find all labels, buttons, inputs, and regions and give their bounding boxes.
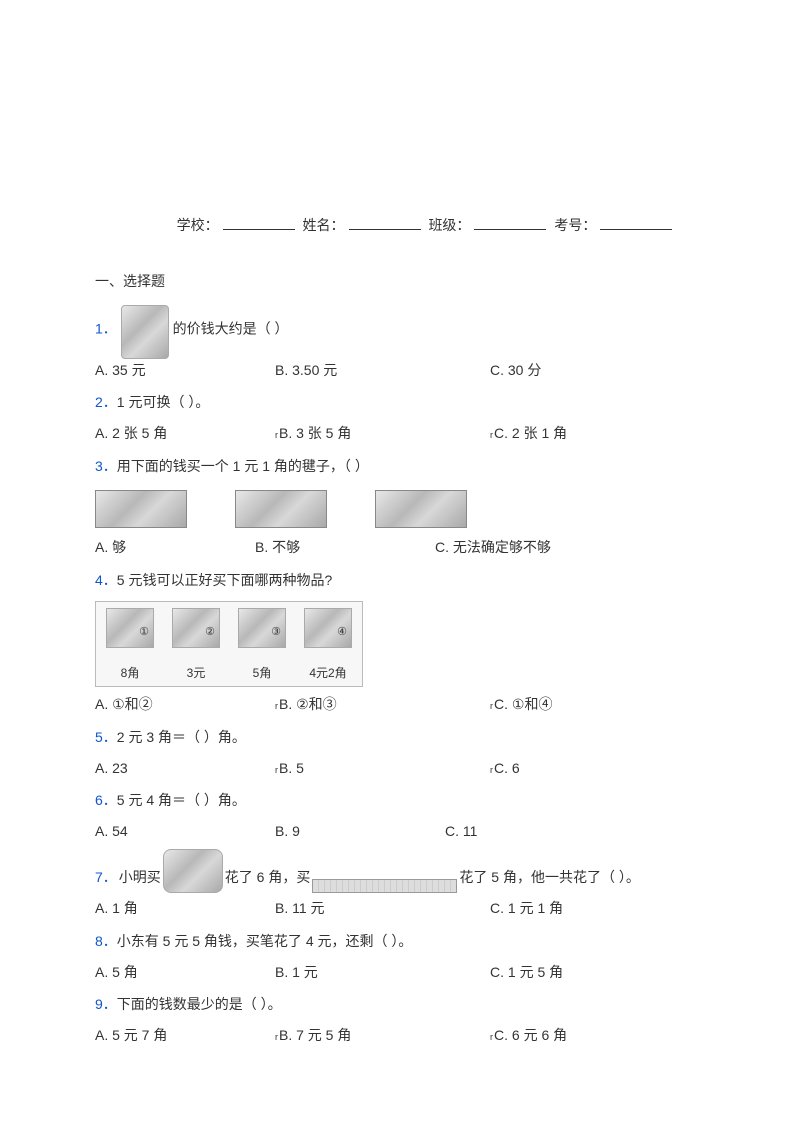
q2-options: A. 2 张 5 角 rB. 3 张 5 角 rC. 2 张 1 角 (95, 418, 698, 449)
school-label: 学校： (177, 217, 219, 233)
q4-item-4: ④ 4元2角 (304, 608, 352, 680)
q1-num: 1． (95, 320, 117, 336)
q3-num: 3． (95, 458, 117, 474)
q1-opt-c[interactable]: C. 30 分 (490, 355, 670, 386)
q3-opt-b[interactable]: B. 不够 (255, 532, 435, 563)
header-line: 学校： 姓名： 班级： 考号： (95, 210, 698, 241)
question-6: 6．5 元 4 角＝（ ）角。 A. 54 B. 9 C. 11 (95, 785, 698, 847)
q2-num: 2． (95, 394, 117, 410)
q6-text: 5 元 4 角＝（ ）角。 (117, 792, 246, 808)
q3-options: A. 够 B. 不够 C. 无法确定够不够 (95, 532, 698, 563)
question-7: 7． 小明买 花了 6 角，买 花了 5 角，他一共花了（ ）。 A. 1 角 … (95, 849, 698, 924)
q8-opt-a[interactable]: A. 5 角 (95, 957, 275, 988)
q4-item-1: ① 8角 (106, 608, 154, 680)
bill-icon (375, 490, 467, 528)
q4-item4-price: 4元2角 (304, 666, 352, 680)
question-8: 8．小东有 5 元 5 角钱，买笔花了 4 元，还剩（ ）。 A. 5 角 B.… (95, 926, 698, 988)
question-2: 2．1 元可换（ ）。 A. 2 张 5 角 rB. 3 张 5 角 rC. 2… (95, 387, 698, 449)
q6-options: A. 54 B. 9 C. 11 (95, 816, 698, 847)
name-blank[interactable] (349, 213, 421, 230)
q7-t1: 小明买 (119, 862, 161, 893)
q7-opt-a[interactable]: A. 1 角 (95, 893, 275, 924)
ruler-icon (312, 879, 457, 893)
q7-opt-b[interactable]: B. 11 元 (275, 893, 490, 924)
q8-options: A. 5 角 B. 1 元 C. 1 元 5 角 (95, 957, 698, 988)
question-5: 5．2 元 3 角＝（ ）角。 A. 23 rB. 5 rC. 6 (95, 722, 698, 784)
examno-blank[interactable] (600, 213, 672, 230)
q1-options: A. 35 元 B. 3.50 元 C. 30 分 (95, 355, 698, 386)
q4-item-3: ③ 5角 (238, 608, 286, 680)
q5-num: 5． (95, 729, 117, 745)
bill-icon (235, 490, 327, 528)
q5-opt-c[interactable]: rC. 6 (490, 753, 670, 784)
section-title: 一、选择题 (95, 266, 698, 297)
question-4: 4．5 元钱可以正好买下面哪两种物品? ① 8角 ② 3元 ③ 5角 ④ 4元2… (95, 565, 698, 720)
q4-opt-c[interactable]: rC. ①和④ (490, 689, 670, 720)
bill-icon (95, 490, 187, 528)
q3-text: 用下面的钱买一个 1 元 1 角的毽子，（ ） (117, 458, 369, 474)
school-blank[interactable] (223, 213, 295, 230)
q5-text: 2 元 3 角＝（ ）角。 (117, 729, 246, 745)
q4-item-2: ② 3元 (172, 608, 220, 680)
question-1: 1． 的价钱大约是（ ） A. 35 元 B. 3.50 元 C. 30 分 (95, 305, 698, 386)
q3-opt-a[interactable]: A. 够 (95, 532, 255, 563)
q9-opt-a[interactable]: A. 5 元 7 角 (95, 1020, 275, 1051)
q2-opt-c[interactable]: rC. 2 张 1 角 (490, 418, 670, 449)
q1-text: 的价钱大约是（ ） (173, 320, 289, 336)
q9-opt-c[interactable]: rC. 6 元 6 角 (490, 1020, 670, 1051)
q6-num: 6． (95, 792, 117, 808)
q8-num: 8． (95, 933, 117, 949)
q7-t2: 花了 6 角，买 (225, 862, 311, 893)
q4-opt-a[interactable]: A. ①和② (95, 689, 275, 720)
q8-opt-c[interactable]: C. 1 元 5 角 (490, 957, 670, 988)
q4-num: 4． (95, 572, 117, 588)
question-3: 3．用下面的钱买一个 1 元 1 角的毽子，（ ） A. 够 B. 不够 C. … (95, 451, 698, 563)
q1-opt-b[interactable]: B. 3.50 元 (275, 355, 490, 386)
q7-opt-c[interactable]: C. 1 元 1 角 (490, 893, 670, 924)
q9-opt-b[interactable]: rB. 7 元 5 角 (275, 1020, 490, 1051)
q1-opt-a[interactable]: A. 35 元 (95, 355, 275, 386)
q3-bills (95, 490, 698, 528)
q9-text: 下面的钱数最少的是（ ）。 (117, 996, 282, 1012)
backpack-icon (121, 305, 169, 359)
q4-text: 5 元钱可以正好买下面哪两种物品? (117, 572, 332, 588)
q2-opt-b[interactable]: rB. 3 张 5 角 (275, 418, 490, 449)
q6-opt-a[interactable]: A. 54 (95, 816, 275, 847)
q8-opt-b[interactable]: B. 1 元 (275, 957, 490, 988)
name-label: 姓名： (303, 217, 345, 233)
q4-item2-price: 3元 (172, 666, 220, 680)
q9-options: A. 5 元 7 角 rB. 7 元 5 角 rC. 6 元 6 角 (95, 1020, 698, 1051)
q6-opt-b[interactable]: B. 9 (275, 816, 445, 847)
q8-text: 小东有 5 元 5 角钱，买笔花了 4 元，还剩（ ）。 (117, 933, 413, 949)
question-9: 9．下面的钱数最少的是（ ）。 A. 5 元 7 角 rB. 7 元 5 角 r… (95, 989, 698, 1051)
q3-opt-c[interactable]: C. 无法确定够不够 (435, 532, 551, 563)
q5-opt-a[interactable]: A. 23 (95, 753, 275, 784)
q6-opt-c[interactable]: C. 11 (445, 816, 625, 847)
q4-opt-b[interactable]: rB. ②和③ (275, 689, 490, 720)
q5-options: A. 23 rB. 5 rC. 6 (95, 753, 698, 784)
q5-opt-b[interactable]: rB. 5 (275, 753, 490, 784)
q7-num: 7． (95, 862, 117, 893)
q4-options: A. ①和② rB. ②和③ rC. ①和④ (95, 689, 698, 720)
q7-options: A. 1 角 B. 11 元 C. 1 元 1 角 (95, 893, 698, 924)
class-blank[interactable] (474, 213, 546, 230)
examno-label: 考号： (554, 217, 596, 233)
q4-item1-price: 8角 (106, 666, 154, 680)
eraser-icon (163, 849, 223, 893)
q4-item3-price: 5角 (238, 666, 286, 680)
q2-opt-a[interactable]: A. 2 张 5 角 (95, 418, 275, 449)
q4-items-box: ① 8角 ② 3元 ③ 5角 ④ 4元2角 (95, 601, 363, 687)
q9-num: 9． (95, 996, 117, 1012)
q2-text: 1 元可换（ ）。 (117, 394, 210, 410)
class-label: 班级： (428, 217, 470, 233)
q7-t3: 花了 5 角，他一共花了（ ）。 (459, 862, 639, 893)
